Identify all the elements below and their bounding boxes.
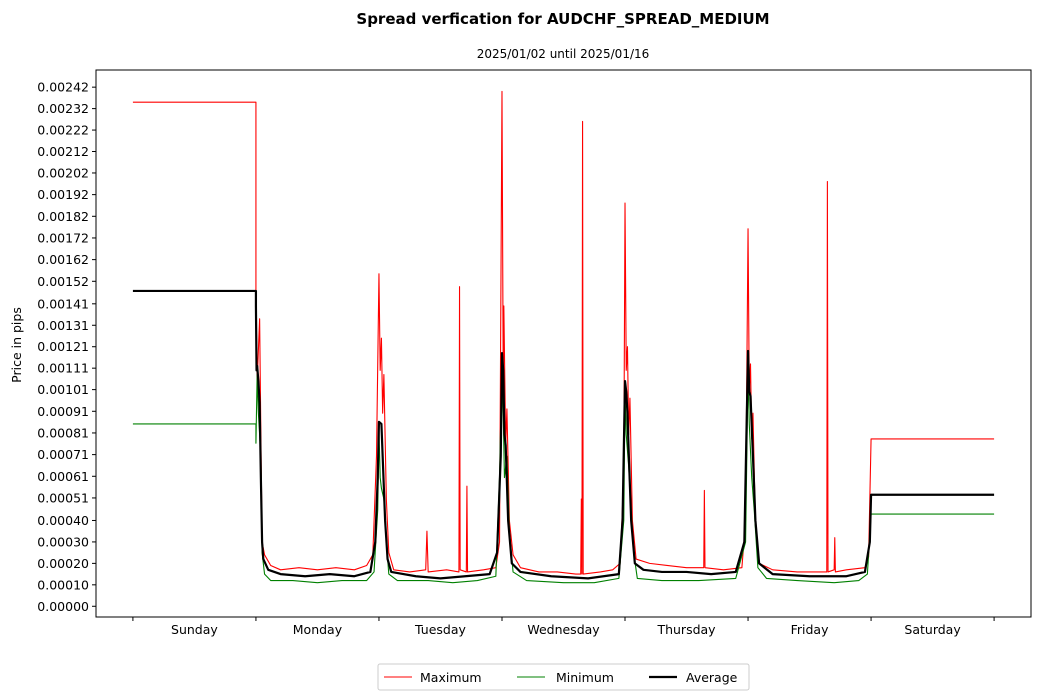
y-tick-label: 0.00152 <box>37 274 89 289</box>
y-tick-label: 0.00040 <box>37 513 89 528</box>
y-tick-label: 0.00101 <box>37 382 89 397</box>
chart-subtitle: 2025/01/02 until 2025/01/16 <box>477 47 650 61</box>
legend-label-maximum: Maximum <box>420 670 482 685</box>
y-tick-label: 0.00121 <box>37 339 89 354</box>
series-layer <box>132 90 995 584</box>
x-axis: Sunday Monday Tuesday Wednesday Thursday Frid… <box>132 617 995 637</box>
x-tick-label: Saturday <box>904 622 961 637</box>
y-tick-label: 0.00020 <box>37 556 89 571</box>
y-tick-label: 0.00111 <box>37 361 89 376</box>
x-tick-label: Friday <box>791 622 829 637</box>
y-tick-label: 0.00030 <box>37 534 89 549</box>
x-tick-label: Wednesday <box>527 622 600 637</box>
y-axis-label: Price in pips <box>9 307 24 383</box>
x-tick-label: Monday <box>293 622 343 637</box>
y-tick-label: 0.00131 <box>37 318 89 333</box>
y-tick-label: 0.00232 <box>37 101 89 116</box>
series-line-average <box>132 289 995 580</box>
y-tick-label: 0.00000 <box>37 599 89 614</box>
legend-label-average: Average <box>686 670 738 685</box>
x-tick-label: Thursday <box>656 622 716 637</box>
y-axis: 0.00000 0.00010 0.00020 0.00030 0.00040 0.000… <box>37 80 96 614</box>
plot-frame <box>95 69 1032 618</box>
y-tick-label: 0.00091 <box>37 404 89 419</box>
chart-title: Spread verfication for AUDCHF_SPREAD_MED… <box>356 10 769 28</box>
y-tick-label: 0.00212 <box>37 144 89 159</box>
y-tick-label: 0.00141 <box>37 296 89 311</box>
y-tick-label: 0.00182 <box>37 209 89 224</box>
y-tick-label: 0.00071 <box>37 447 89 462</box>
legend: Maximum Minimum Average <box>377 663 750 691</box>
y-tick-label: 0.00081 <box>37 425 89 440</box>
y-tick-label: 0.00242 <box>37 80 89 95</box>
x-tick-label: Sunday <box>171 622 218 637</box>
y-tick-label: 0.00172 <box>37 230 89 245</box>
y-tick-label: 0.00010 <box>37 577 89 592</box>
x-tick-label: Tuesday <box>414 622 466 637</box>
y-tick-label: 0.00051 <box>37 490 89 505</box>
plot-area <box>95 69 1032 618</box>
series-line-maximum <box>132 90 995 575</box>
y-tick-label: 0.00202 <box>37 165 89 180</box>
y-tick-label: 0.00192 <box>37 187 89 202</box>
legend-frame <box>377 663 750 691</box>
y-tick-label: 0.00162 <box>37 252 89 267</box>
y-tick-label: 0.00061 <box>37 469 89 484</box>
legend-label-minimum: Minimum <box>556 670 614 685</box>
y-tick-label: 0.00222 <box>37 123 89 138</box>
